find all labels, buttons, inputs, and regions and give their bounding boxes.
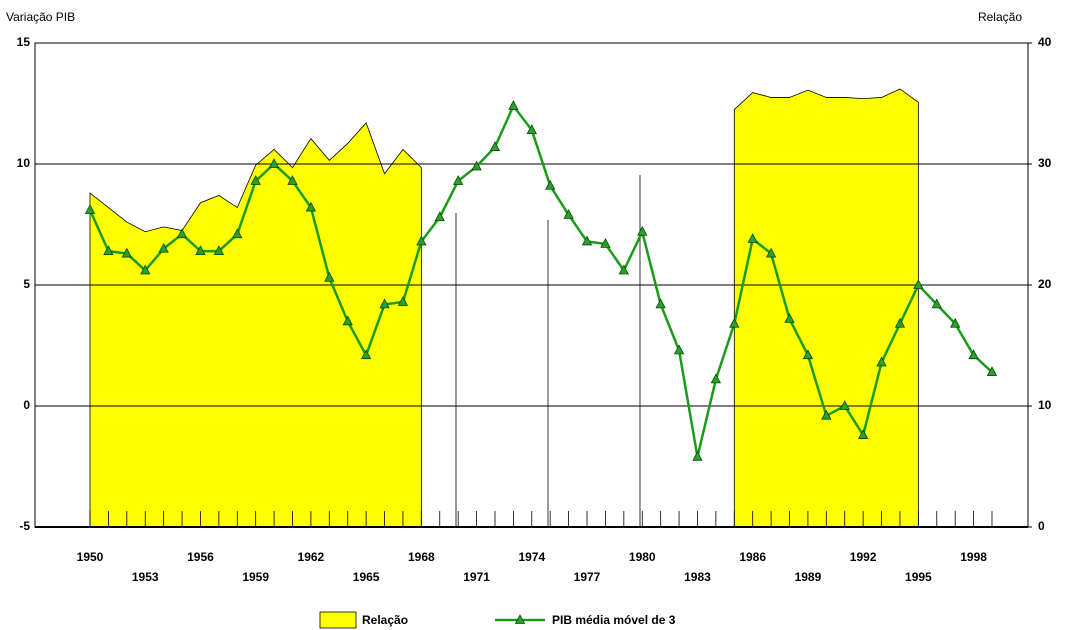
point <box>195 245 206 256</box>
point <box>121 247 132 258</box>
y-tick-label: -5 <box>19 519 30 533</box>
x-tick-label: 1992 <box>850 550 877 564</box>
point <box>434 211 445 222</box>
point <box>176 228 188 239</box>
x-tick-label: 1998 <box>960 550 987 564</box>
point <box>857 429 869 439</box>
x-tick-label: 1995 <box>905 570 932 584</box>
y-axis-label: Variação PIB <box>6 10 75 24</box>
legend-label: PIB média móvel de 3 <box>552 613 676 627</box>
point <box>471 160 482 171</box>
y2-tick-label: 20 <box>1038 277 1052 291</box>
x-tick-label: 1974 <box>518 550 545 564</box>
point <box>397 296 409 306</box>
point <box>268 158 280 168</box>
x-tick-label: 1953 <box>132 570 159 584</box>
x-tick-label: 1977 <box>574 570 601 584</box>
area <box>89 88 919 528</box>
point <box>802 349 814 360</box>
x-tick-label: 1971 <box>463 570 490 584</box>
point <box>729 317 740 328</box>
point <box>287 175 298 185</box>
x-tick-label: 1959 <box>242 570 269 584</box>
x-tick-label: 1962 <box>298 550 325 564</box>
point <box>784 313 795 323</box>
y2-tick-label: 0 <box>1038 519 1045 533</box>
point <box>710 373 722 384</box>
legend-swatch <box>319 611 357 629</box>
point <box>213 245 225 256</box>
point <box>489 141 501 151</box>
x-tick-label: 1950 <box>77 550 104 564</box>
y-tick-label: 15 <box>17 35 31 49</box>
point <box>545 179 556 190</box>
x-tick-label: 1989 <box>795 570 822 584</box>
point <box>876 356 887 367</box>
x-tick-label: 1965 <box>353 570 380 584</box>
point <box>103 245 114 256</box>
point <box>986 366 998 377</box>
point <box>581 235 593 246</box>
point <box>765 247 777 258</box>
y2-tick-label: 30 <box>1038 156 1052 170</box>
point <box>913 279 924 289</box>
point <box>747 233 758 243</box>
legend-label: Relação <box>362 613 408 627</box>
y2-tick-label: 10 <box>1038 398 1052 412</box>
x-tick-label: 1983 <box>684 570 711 584</box>
point <box>655 298 666 309</box>
point <box>968 349 979 360</box>
point <box>342 315 353 326</box>
y-tick-label: 0 <box>23 398 30 412</box>
point <box>950 317 961 328</box>
x-tick-label: 1956 <box>187 550 214 564</box>
point <box>563 208 574 219</box>
point <box>158 242 169 253</box>
point <box>324 271 335 282</box>
y2-axis-label: Relação <box>978 10 1022 24</box>
point <box>84 204 96 214</box>
y2-tick-label: 40 <box>1038 35 1052 49</box>
point <box>232 228 243 239</box>
y-tick-label: 10 <box>17 156 31 170</box>
point <box>140 264 151 275</box>
point <box>821 409 832 420</box>
x-tick-label: 1968 <box>408 550 435 564</box>
point <box>673 344 685 355</box>
point <box>692 450 703 461</box>
point <box>379 298 390 309</box>
point <box>839 400 850 410</box>
point <box>305 201 317 212</box>
legend-marker <box>514 614 526 624</box>
y-tick-label: 5 <box>23 277 30 291</box>
point <box>452 175 464 185</box>
point <box>600 238 611 248</box>
point <box>360 349 372 360</box>
point <box>894 317 906 328</box>
point <box>526 124 537 135</box>
point <box>508 100 519 110</box>
point <box>618 264 630 275</box>
point <box>250 175 261 185</box>
point <box>931 298 942 309</box>
point <box>416 235 427 246</box>
point <box>637 225 648 236</box>
x-tick-label: 1980 <box>629 550 656 564</box>
x-tick-label: 1986 <box>739 550 766 564</box>
